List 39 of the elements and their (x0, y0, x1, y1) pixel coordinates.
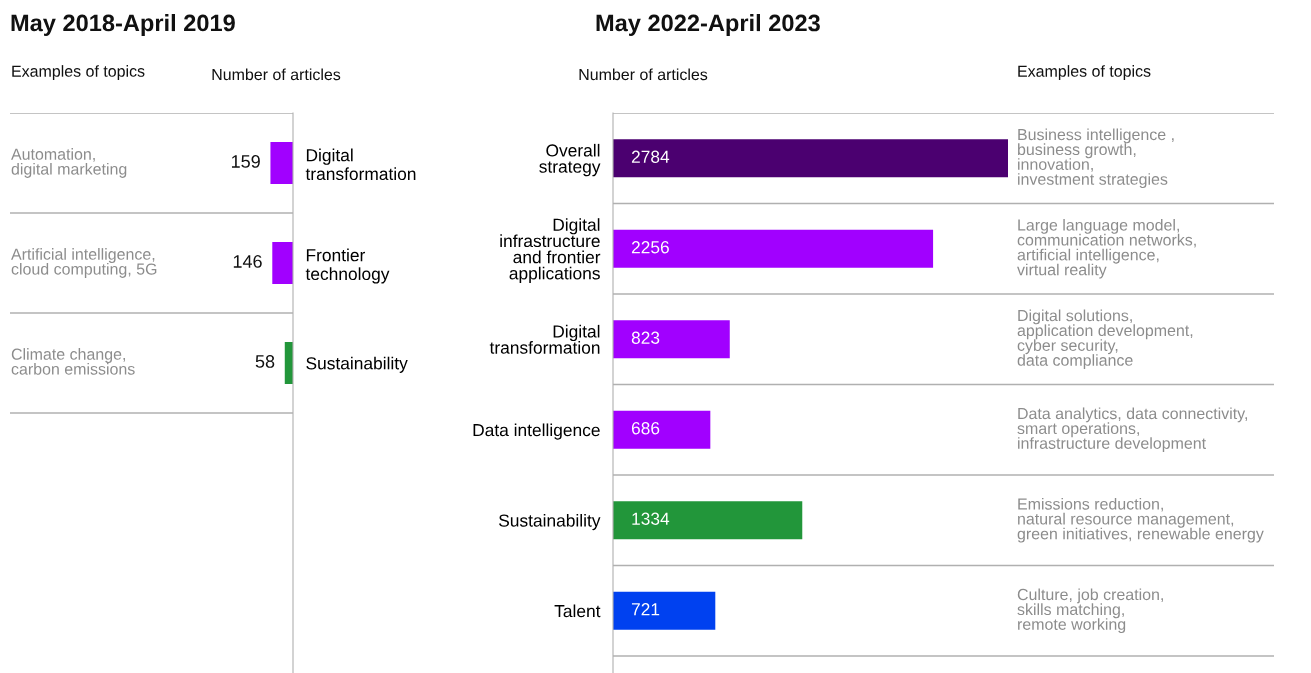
data-label: 721 (631, 603, 660, 616)
x-axis-title: Number of articles (212, 68, 341, 81)
y-tick-label: Sustainability (306, 356, 408, 373)
text: Emissions reduction, natural resource management, green initiatives, renewable energy (1017, 497, 1264, 543)
chart-title: May 2018-April 2019 (11, 14, 235, 36)
data-label: 823 (631, 331, 660, 344)
data-label: 2784 (631, 150, 670, 163)
text: Examples of topics (1018, 65, 1151, 80)
y-tick-label: Digital infrastructure and frontier applications (500, 218, 601, 283)
text: Business intelligence , business growth, innovation, investment strategies (1018, 128, 1174, 189)
text: Climate change, carbon emissions (11, 348, 135, 375)
chart-title: May 2022-April 2023 (596, 14, 820, 36)
y-tick-label: Frontier technology (305, 248, 390, 284)
y-tick-label: Digital transformation (489, 324, 600, 354)
y-tick-label: Sustainability (499, 513, 601, 531)
y-tick-label: Overall strategy (539, 143, 601, 177)
text: Examples of topics (12, 65, 145, 80)
data-label: 58 (255, 355, 275, 368)
bar (613, 501, 803, 540)
bar (613, 410, 711, 449)
data-label: 2256 (631, 241, 669, 254)
bar (613, 139, 1008, 178)
y-tick-label: Digital transformation (305, 148, 416, 181)
data-label: 1334 (632, 512, 670, 525)
x-axis-title: Number of articles (579, 68, 708, 81)
data-label: 146 (233, 255, 262, 268)
y-tick-label: Data intelligence (473, 423, 600, 440)
text: Artificial intelligence, cloud computing, 5G (11, 248, 157, 278)
text: Culture, job creation, skills matching, remote working (1017, 588, 1163, 634)
bar (613, 320, 730, 359)
text: Digital solutions, application development, cyber security, data compliance (1017, 309, 1193, 370)
y-tick-label: Talent (554, 604, 601, 618)
data-label: 159 (231, 155, 260, 168)
bar (613, 591, 716, 630)
text: Data analytics, data connectivity, smart operations, infrastructure development (1017, 407, 1247, 453)
text: Automation, digital marketing (11, 148, 127, 178)
bar (613, 229, 934, 268)
data-label: 686 (631, 422, 660, 435)
text: Large language model, communication networks, artificial intelligence, virtual reality (1017, 218, 1196, 279)
